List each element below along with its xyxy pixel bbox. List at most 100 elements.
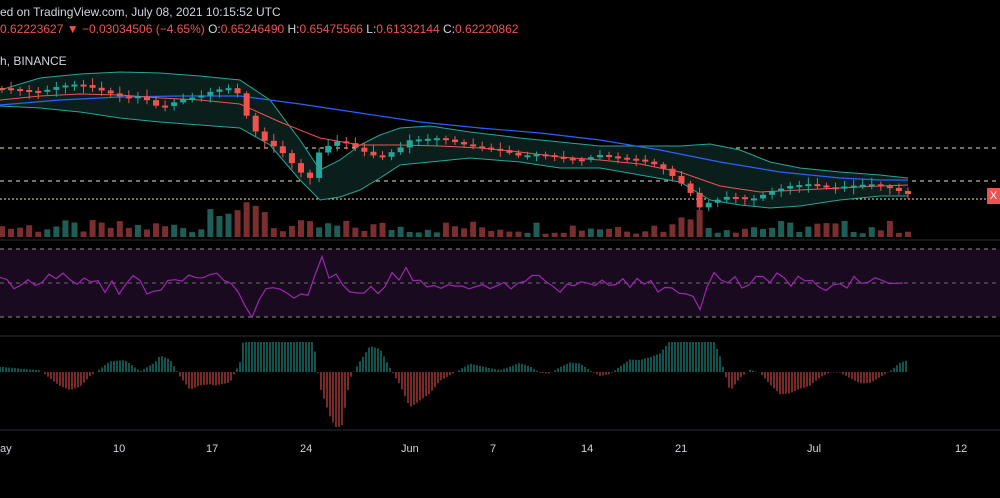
volume-bar bbox=[225, 213, 232, 237]
price-change: −0.03034506 (−4.65%) bbox=[81, 22, 205, 36]
candle-body bbox=[624, 157, 631, 160]
volume-bar bbox=[877, 230, 884, 237]
x-tick-label: ay bbox=[0, 443, 12, 455]
volume-bar bbox=[379, 222, 386, 237]
candle-body bbox=[524, 155, 531, 158]
volume-bar bbox=[107, 227, 114, 237]
volume-bar bbox=[796, 232, 803, 237]
volume-bar bbox=[261, 212, 268, 237]
volume-bar bbox=[397, 226, 404, 237]
candle-body bbox=[424, 138, 431, 141]
candle-body bbox=[905, 190, 911, 194]
volume-bar bbox=[279, 231, 286, 237]
volume-bar bbox=[905, 231, 911, 237]
volume-bar bbox=[750, 227, 757, 237]
volume-bar bbox=[352, 227, 359, 237]
candle-body bbox=[180, 99, 187, 103]
candle-body bbox=[687, 183, 694, 193]
volume-bar bbox=[143, 229, 150, 237]
candle-body bbox=[17, 89, 24, 92]
volume-bar bbox=[859, 233, 866, 237]
candle-body bbox=[143, 96, 150, 101]
candle-body bbox=[171, 102, 178, 106]
volume-bar bbox=[732, 232, 739, 237]
bollinger-upper bbox=[0, 71, 909, 179]
high-value: 0.65475566 bbox=[299, 22, 363, 36]
volume-bar bbox=[171, 224, 178, 237]
low-label: L: bbox=[366, 22, 377, 36]
x-tick-label: 10 bbox=[113, 443, 125, 455]
candle-body bbox=[850, 185, 857, 188]
candle-body bbox=[814, 184, 821, 187]
candle-body bbox=[787, 185, 794, 189]
candle-body bbox=[569, 158, 576, 161]
volume-bar bbox=[497, 229, 504, 237]
volume-bar bbox=[461, 228, 468, 237]
volume-bar bbox=[723, 230, 730, 237]
volume-bar bbox=[488, 230, 495, 237]
candle-body bbox=[452, 139, 458, 142]
symbol-label[interactable]: h, BINANCE bbox=[0, 54, 67, 68]
volume-bar bbox=[243, 202, 250, 237]
candle-body bbox=[134, 96, 141, 99]
candle-body bbox=[207, 91, 214, 96]
candle-body bbox=[760, 194, 767, 199]
candle-body bbox=[551, 155, 558, 158]
candle-body bbox=[660, 164, 667, 169]
ma-red-line bbox=[0, 93, 909, 193]
candle-body bbox=[153, 100, 160, 106]
volume-bar bbox=[587, 228, 594, 237]
price-tag: X bbox=[987, 188, 1000, 204]
publish-text: ed on TradingView.com, July 08, 2021 10:… bbox=[0, 5, 281, 19]
volume-bar bbox=[760, 228, 767, 237]
candle-body bbox=[895, 187, 902, 191]
candle-body bbox=[651, 161, 658, 165]
volume-bar bbox=[433, 232, 440, 237]
volume-bar bbox=[678, 217, 685, 237]
candle-body bbox=[162, 105, 169, 108]
volume-bar bbox=[406, 232, 413, 237]
candle-body bbox=[252, 115, 259, 132]
volume-bar bbox=[125, 227, 132, 237]
volume-bar bbox=[741, 228, 748, 237]
x-tick-label: 24 bbox=[300, 443, 312, 455]
volume-bar bbox=[841, 221, 848, 237]
candle-body bbox=[279, 146, 286, 154]
volume-bar bbox=[470, 221, 477, 237]
volume-bar bbox=[162, 226, 169, 237]
volume-bar bbox=[868, 227, 875, 237]
volume-bar bbox=[153, 223, 160, 237]
candle-body bbox=[370, 151, 377, 156]
candle-body bbox=[343, 141, 350, 144]
candle-body bbox=[243, 93, 250, 116]
volume-bar bbox=[388, 230, 395, 237]
candle-body bbox=[669, 168, 676, 176]
candle-body bbox=[886, 186, 893, 189]
candle-body bbox=[823, 185, 830, 188]
volume-bar bbox=[787, 222, 794, 237]
candle-body bbox=[8, 88, 15, 91]
volume-bar bbox=[705, 227, 712, 237]
candle-body bbox=[316, 152, 323, 178]
volume-bar bbox=[134, 224, 141, 237]
volume-bar bbox=[71, 222, 78, 237]
volume-bar bbox=[551, 232, 558, 237]
candle-body bbox=[841, 186, 848, 189]
volume-bar bbox=[615, 226, 622, 237]
high-label: H: bbox=[287, 22, 300, 36]
candle-body bbox=[433, 138, 440, 141]
volume-bar bbox=[651, 225, 658, 237]
volume-bar bbox=[660, 231, 667, 237]
volume-bar bbox=[805, 226, 812, 237]
candle-body bbox=[216, 89, 223, 92]
candle-body bbox=[379, 155, 386, 158]
candle-body bbox=[769, 191, 776, 195]
candle-body bbox=[741, 197, 748, 200]
candle-body bbox=[832, 187, 839, 190]
bollinger-lower bbox=[0, 105, 908, 209]
candle-body bbox=[361, 147, 368, 152]
candle-body bbox=[80, 84, 87, 87]
candle-body bbox=[198, 95, 205, 98]
candle-body bbox=[642, 159, 649, 162]
